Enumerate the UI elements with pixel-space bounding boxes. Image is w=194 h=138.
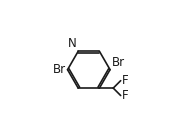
Text: Br: Br — [53, 63, 66, 76]
Text: Br: Br — [112, 56, 125, 69]
Text: N: N — [68, 37, 77, 50]
Text: F: F — [122, 89, 129, 102]
Text: F: F — [122, 74, 129, 87]
